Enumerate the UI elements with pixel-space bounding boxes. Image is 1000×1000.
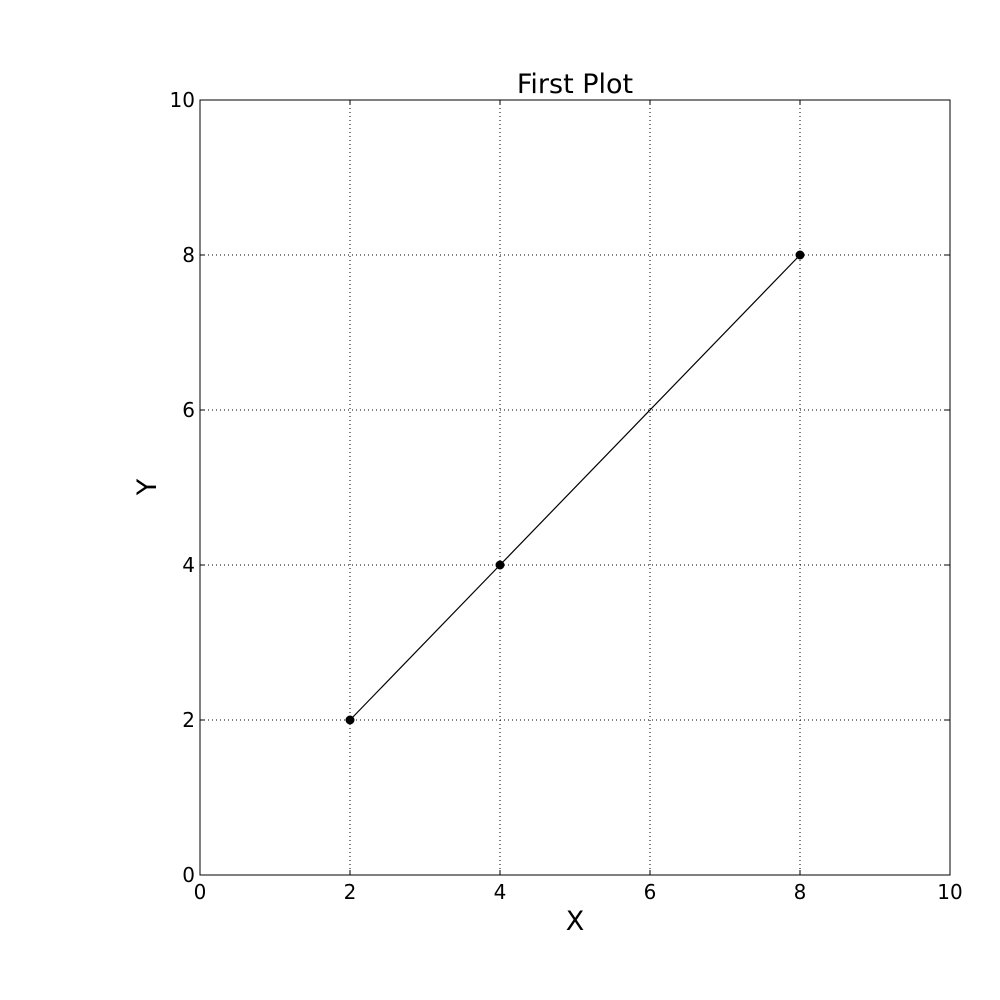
x-tick-label: 0 [194, 880, 207, 904]
y-tick-label: 4 [182, 553, 195, 577]
data-series [345, 250, 805, 725]
y-tick-label: 10 [170, 88, 195, 112]
data-point [345, 715, 355, 725]
chart-title: First Plot [517, 69, 633, 100]
plot-area-frame [199, 99, 951, 876]
x-tick-label: 2 [344, 880, 357, 904]
data-point [795, 250, 805, 260]
x-tick-label: 4 [494, 880, 507, 904]
axis-ticks: 0 2 4 6 8 10 0 2 4 6 8 10 [170, 88, 963, 904]
grid-lines [200, 100, 950, 875]
x-tick-label: 10 [937, 880, 962, 904]
x-tick-label: 8 [794, 880, 807, 904]
y-tick-label: 0 [182, 863, 195, 887]
x-axis-label: X [566, 906, 585, 937]
y-axis-label: Y [132, 478, 163, 496]
x-tick-label: 6 [644, 880, 657, 904]
data-point [495, 560, 505, 570]
y-tick-label: 2 [182, 708, 195, 732]
y-tick-label: 6 [182, 398, 195, 422]
y-tick-label: 8 [182, 243, 195, 267]
